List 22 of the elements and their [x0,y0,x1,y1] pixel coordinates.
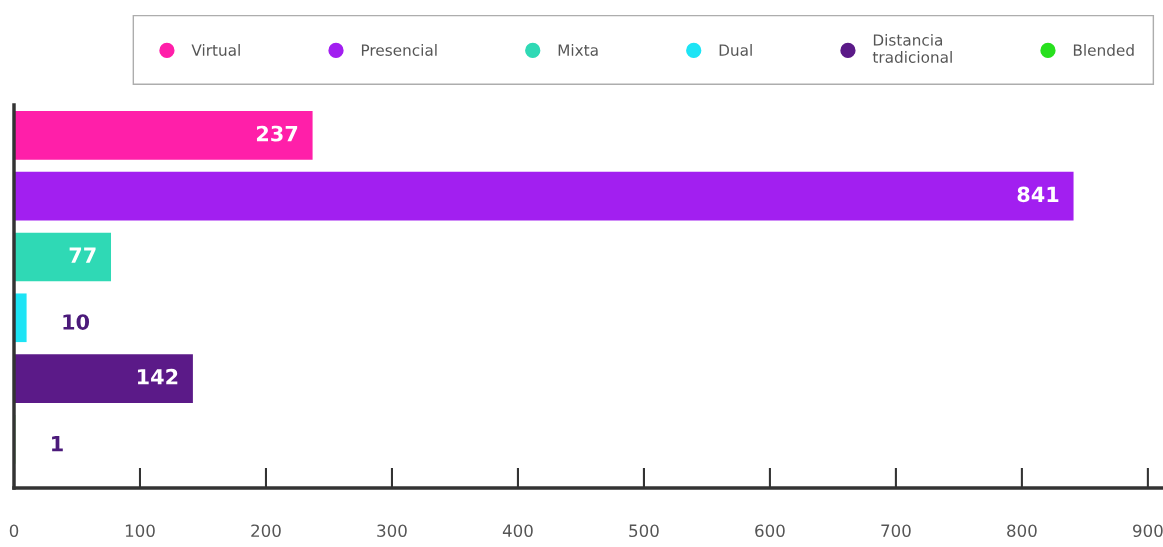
x-tick-label: 500 [629,524,659,538]
data-label: 841 [1017,186,1059,203]
legend-label: Blended [1073,44,1134,56]
data-label: 237 [256,125,298,142]
legend-label: Dual [719,44,752,56]
x-tick-label: 600 [755,524,785,538]
legend-label: Virtual [191,44,240,56]
legend-label: Distancia tradicional [872,33,952,63]
legend-label: Presencial [361,44,437,56]
x-tick-label: 200 [251,524,281,538]
data-label: 77 [69,247,96,263]
x-tick-label: 900 [1133,524,1163,538]
x-tick-label: 400 [502,524,533,538]
data-label: 10 [63,314,90,330]
x-tick-label: 800 [1007,524,1037,538]
x-tick-label: 0 [9,524,19,538]
x-tick-label: 700 [881,524,911,538]
x-tick-label: 300 [377,524,407,538]
x-tick-label: 100 [125,524,155,538]
data-label: 1 [52,436,63,452]
legend-label: Mixta [558,44,598,56]
data-label: 142 [137,368,178,385]
